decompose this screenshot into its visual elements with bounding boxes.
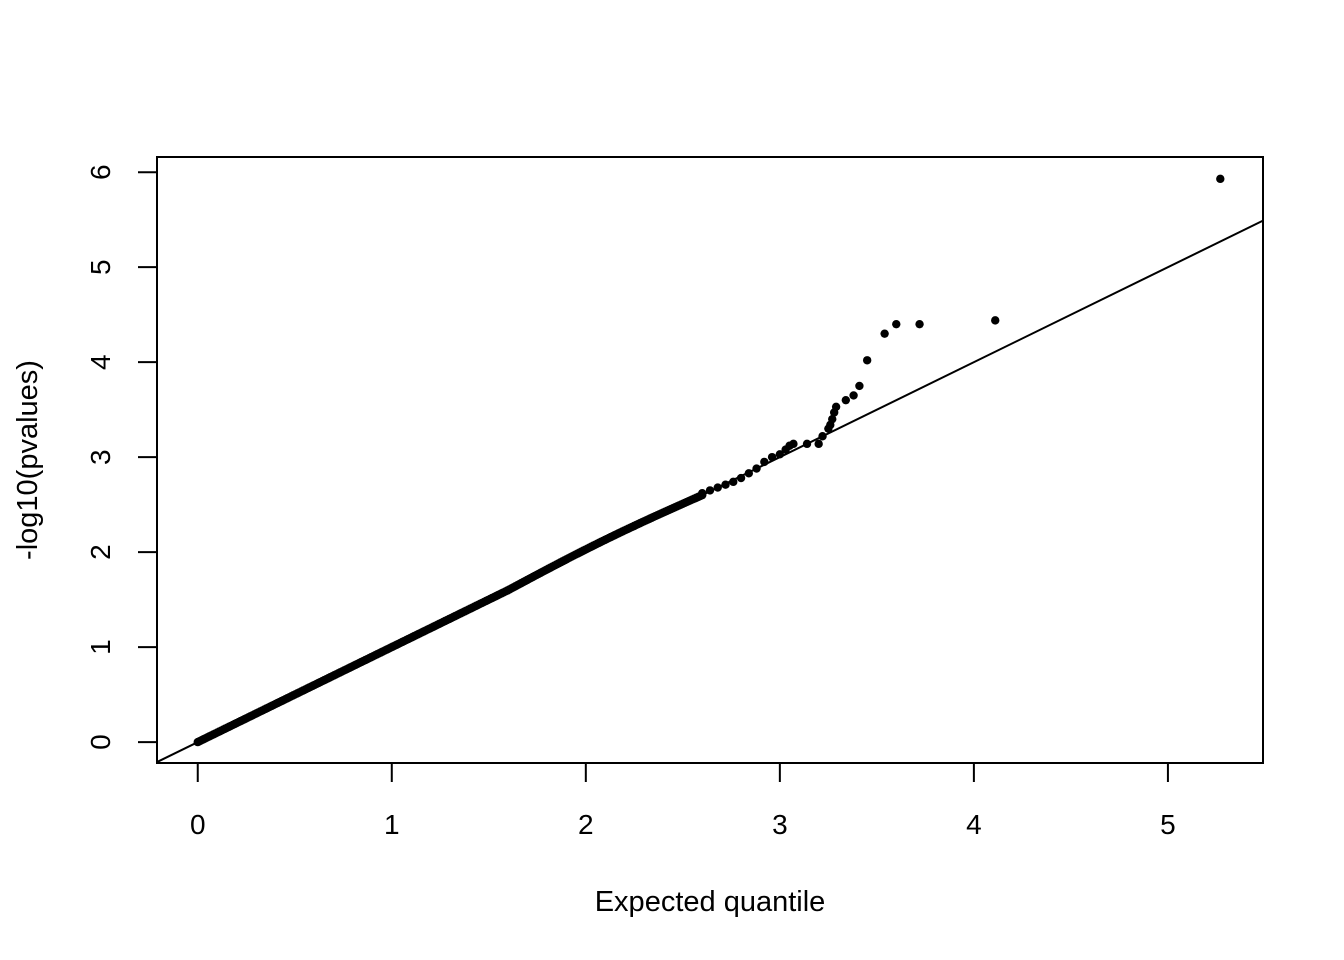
data-point — [880, 329, 889, 338]
y-tick-label: 4 — [85, 354, 116, 370]
data-point — [721, 480, 730, 489]
data-point — [841, 395, 851, 405]
y-axis-title: -log10(pvalues) — [12, 360, 44, 560]
x-tick-label: 1 — [384, 809, 400, 840]
data-point — [789, 439, 798, 449]
data-point — [855, 381, 864, 391]
y-tick-label: 3 — [85, 449, 116, 465]
x-tick-label: 0 — [190, 809, 206, 840]
data-point — [814, 439, 823, 449]
data-point — [818, 432, 827, 441]
data-point — [729, 477, 738, 487]
data-point — [736, 473, 746, 483]
x-axis-title: Expected quantile — [595, 886, 826, 918]
data-point — [862, 356, 872, 365]
data-point — [831, 402, 841, 412]
data-point — [752, 464, 761, 473]
data-point — [915, 319, 924, 329]
points-layer — [193, 174, 1225, 747]
y-tick-label: 6 — [85, 164, 116, 180]
data-point — [775, 450, 785, 459]
x-tick-label: 4 — [966, 809, 982, 840]
data-point — [698, 489, 707, 498]
data-point — [705, 486, 715, 495]
y-tick-label: 1 — [85, 639, 116, 655]
x-tick-label: 2 — [578, 809, 594, 840]
y-axis: 0 1 2 3 4 5 6 — [85, 164, 158, 750]
data-point — [767, 452, 777, 462]
data-point — [991, 316, 1000, 325]
y-tick-label: 0 — [85, 734, 116, 750]
data-point — [849, 391, 858, 400]
x-tick-label: 5 — [1160, 809, 1176, 840]
x-axis: 0 1 2 3 4 5 — [190, 762, 1176, 840]
data-point — [760, 457, 769, 467]
data-point — [1216, 174, 1225, 184]
y-tick-label: 5 — [85, 259, 116, 275]
x-tick-label: 3 — [772, 809, 788, 840]
data-point — [744, 469, 754, 478]
data-point — [713, 483, 722, 492]
data-point — [802, 439, 812, 449]
data-point — [828, 414, 837, 424]
data-point — [892, 319, 901, 329]
y-tick-label: 2 — [85, 544, 116, 560]
